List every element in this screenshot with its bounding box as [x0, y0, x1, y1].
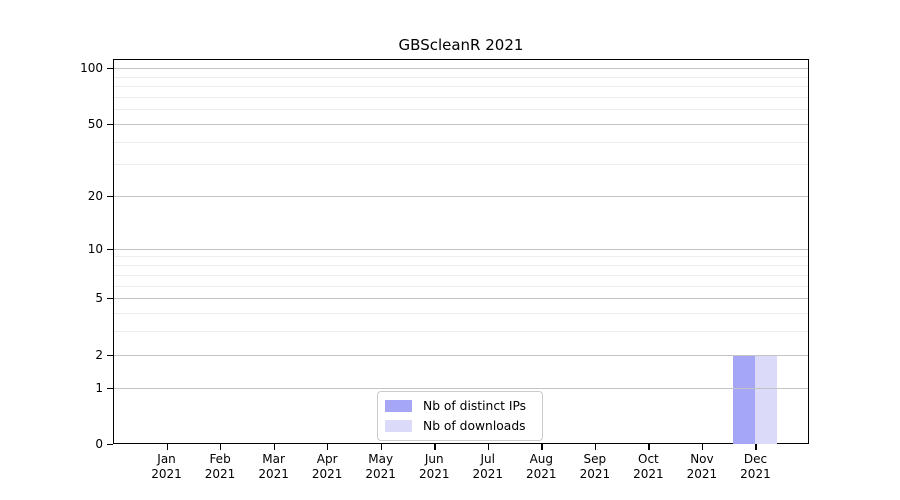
x-tick-label-feb: Feb 2021 — [204, 452, 236, 481]
minor-gridline — [114, 96, 808, 98]
major-gridline — [114, 298, 808, 300]
x-tick — [594, 444, 597, 450]
y-tick-label: 0 — [95, 437, 103, 451]
legend-item-distinct-ips: Nb of distinct IPs — [385, 396, 535, 416]
x-tick — [434, 444, 436, 450]
y-tick — [107, 68, 113, 70]
y-tick — [107, 354, 113, 356]
x-tick-label-may: May 2021 — [365, 452, 396, 481]
major-gridline — [114, 68, 808, 70]
minor-gridline — [114, 256, 808, 258]
x-tick-label-aug: Aug 2021 — [526, 452, 557, 481]
minor-gridline — [114, 76, 808, 78]
major-gridline — [114, 196, 808, 198]
x-tick-label-sep: Sep 2021 — [579, 452, 611, 481]
x-tick — [380, 444, 382, 450]
y-tick-label: 50 — [87, 116, 103, 131]
minor-gridline — [114, 285, 808, 287]
minor-gridline — [114, 86, 808, 88]
chart-title: GBScleanR 2021 — [398, 36, 524, 54]
legend-label-distinct-ips: Nb of distinct IPs — [423, 399, 527, 413]
x-tick-label-mar: Mar 2021 — [258, 452, 289, 481]
major-gridline — [114, 387, 808, 389]
legend-item-downloads: Nb of downloads — [385, 416, 535, 436]
x-tick-label-dec: Dec 2021 — [740, 452, 771, 481]
minor-gridline — [114, 164, 808, 166]
x-tick-label-apr: Apr 2021 — [311, 452, 343, 481]
major-gridline — [114, 248, 808, 250]
x-tick-label-jul: Jul 2021 — [472, 452, 504, 481]
x-tick — [755, 444, 757, 450]
major-gridline — [114, 123, 808, 125]
legend-swatch-distinct-ips-icon — [385, 400, 412, 412]
y-tick-label: 5 — [95, 291, 103, 306]
x-tick-label-jun: Jun 2021 — [418, 452, 450, 481]
minor-gridline — [114, 331, 808, 333]
y-tick — [107, 387, 113, 389]
x-tick — [220, 444, 222, 450]
y-tick — [107, 444, 113, 446]
bar-dec-downloads — [755, 354, 778, 444]
x-tick — [701, 444, 704, 450]
x-tick — [541, 444, 543, 450]
x-tick — [273, 444, 275, 450]
x-tick — [166, 444, 168, 450]
minor-gridline — [114, 109, 808, 111]
x-tick — [487, 444, 490, 450]
y-tick-label: 100 — [80, 61, 103, 76]
minor-gridline — [114, 141, 808, 143]
y-tick — [107, 123, 113, 126]
legend: Nb of distinct IPs Nb of downloads — [377, 391, 543, 441]
y-tick — [107, 196, 113, 198]
x-tick — [327, 444, 329, 450]
y-tick-label: 1 — [95, 380, 103, 395]
y-tick-label: 2 — [95, 347, 103, 362]
minor-gridline — [114, 274, 808, 276]
plot-area — [113, 59, 809, 444]
minor-gridline — [114, 312, 808, 314]
x-tick-label-oct: Oct 2021 — [633, 452, 664, 481]
legend-label-downloads: Nb of downloads — [423, 419, 526, 433]
bar-dec-distinct-ips — [733, 354, 756, 444]
y-tick-label: 10 — [87, 241, 103, 256]
x-tick-label-nov: Nov 2021 — [686, 452, 718, 481]
minor-gridline — [114, 265, 808, 267]
legend-swatch-downloads-icon — [385, 420, 412, 432]
y-tick — [107, 298, 113, 300]
major-gridline — [114, 354, 808, 356]
x-tick — [648, 444, 650, 450]
y-tick-label: 20 — [87, 189, 103, 204]
x-tick-label-jan: Jan 2021 — [151, 452, 182, 481]
y-tick — [107, 248, 113, 250]
